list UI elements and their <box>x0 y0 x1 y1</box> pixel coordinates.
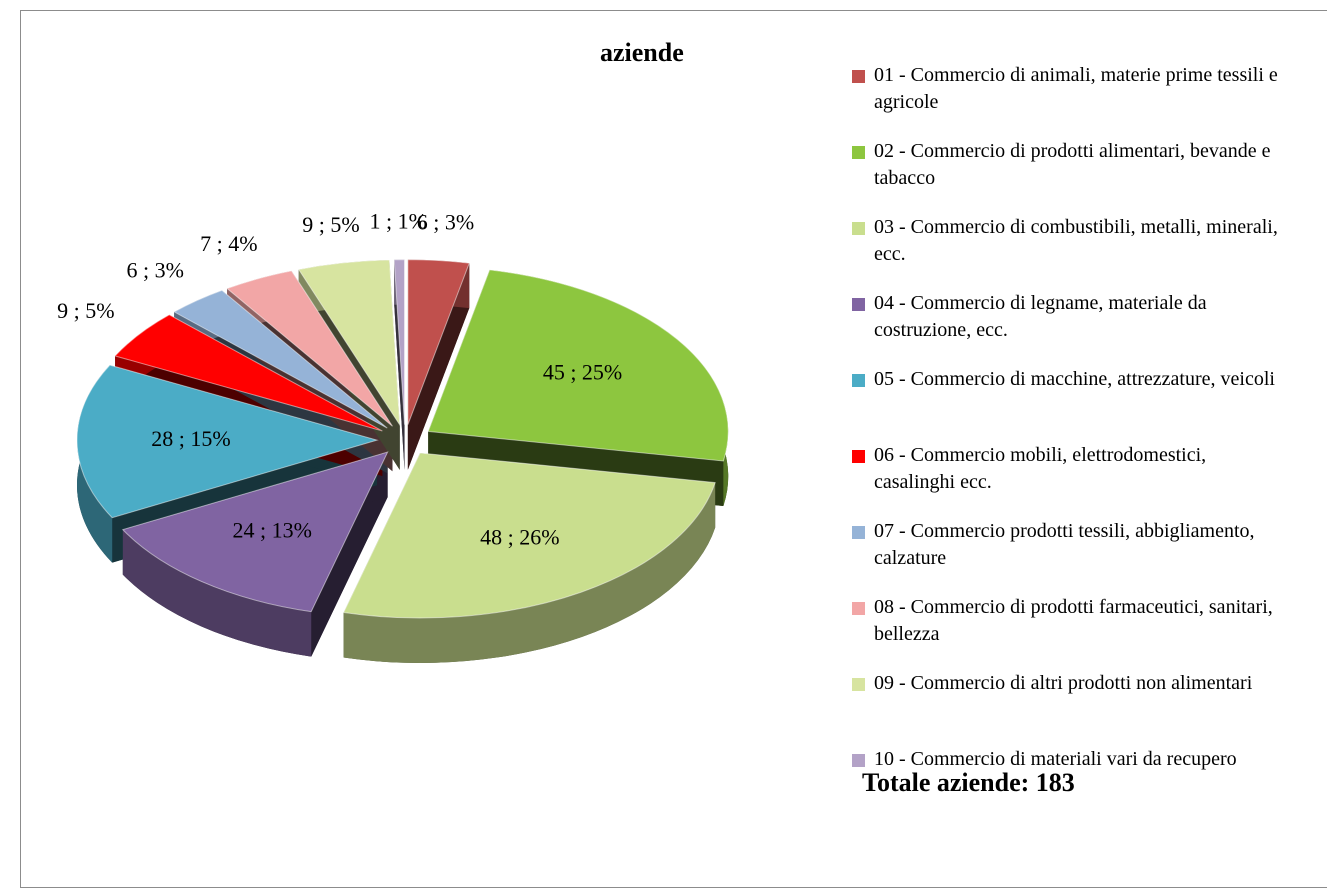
slice-side <box>407 263 470 470</box>
legend-swatch <box>852 146 865 159</box>
legend-item: 10 - Commercio di materiali vari da recu… <box>852 746 1292 822</box>
slice <box>407 259 470 425</box>
data-label: 9 ; 5% <box>302 212 359 237</box>
legend-label: 03 - Commercio di combustibili, metalli,… <box>874 216 1278 265</box>
data-label: 28 ; 15% <box>151 426 230 451</box>
legend-swatch <box>852 374 865 387</box>
legend-swatch <box>852 754 865 767</box>
slice <box>226 270 393 427</box>
legend-swatch <box>852 70 865 83</box>
legend-label: 09 - Commercio di altri prodotti non ali… <box>874 672 1253 694</box>
data-label: 45 ; 25% <box>543 359 622 384</box>
slice <box>76 364 379 519</box>
legend-item: 04 - Commercio di legname, materiale da … <box>852 290 1292 366</box>
slice <box>121 451 389 613</box>
slice <box>114 314 383 432</box>
data-label: 1 ; 1% <box>370 208 427 233</box>
legend-label: 08 - Commercio di prodotti farmaceutici,… <box>874 596 1273 645</box>
legend-item: 03 - Commercio di combustibili, metalli,… <box>852 214 1292 290</box>
legend-swatch <box>852 222 865 235</box>
data-label: 9 ; 5% <box>57 298 114 323</box>
legend-label: 10 - Commercio di materiali vari da recu… <box>874 748 1237 770</box>
legend-item: 02 - Commercio di prodotti alimentari, b… <box>852 138 1292 214</box>
data-label: 6 ; 3% <box>126 257 183 282</box>
slice <box>297 259 401 427</box>
legend-swatch <box>852 526 865 539</box>
legend-label: 04 - Commercio di legname, materiale da … <box>874 292 1207 341</box>
legend-swatch <box>852 450 865 463</box>
data-label: 48 ; 26% <box>480 524 559 549</box>
legend-label: 05 - Commercio di macchine, attrezzature… <box>874 368 1275 390</box>
legend-item: 05 - Commercio di macchine, attrezzature… <box>852 366 1292 442</box>
legend: 01 - Commercio di animali, materie prime… <box>852 62 1292 822</box>
slice <box>393 259 406 425</box>
slice-side <box>394 259 405 470</box>
total-annotation: Totale aziende: 183 <box>862 768 1075 797</box>
legend-swatch <box>852 678 865 691</box>
slice <box>173 289 388 429</box>
legend-item: 06 - Commercio mobili, elettrodomestici,… <box>852 442 1292 518</box>
legend-item: 09 - Commercio di altri prodotti non ali… <box>852 670 1292 746</box>
data-label: 7 ; 4% <box>200 231 257 256</box>
chart-title: aziende <box>600 38 684 67</box>
data-label: 6 ; 3% <box>417 209 474 234</box>
legend-swatch <box>852 298 865 311</box>
legend-item: 08 - Commercio di prodotti farmaceutici,… <box>852 594 1292 670</box>
chart-frame <box>20 10 1327 888</box>
slice <box>427 269 729 462</box>
legend-swatch <box>852 602 865 615</box>
legend-label: 06 - Commercio mobili, elettrodomestici,… <box>874 444 1207 493</box>
legend-item: 01 - Commercio di animali, materie prime… <box>852 62 1292 138</box>
legend-label: 02 - Commercio di prodotti alimentari, b… <box>874 140 1271 189</box>
legend-item: 07 - Commercio prodotti tessili, abbigli… <box>852 518 1292 594</box>
data-label: 24 ; 13% <box>232 517 311 542</box>
slice-wall <box>122 529 312 657</box>
slice <box>342 452 716 619</box>
legend-label: 07 - Commercio prodotti tessili, abbigli… <box>874 520 1255 569</box>
slice-side <box>311 452 388 657</box>
legend-label: 01 - Commercio di animali, materie prime… <box>874 64 1278 113</box>
